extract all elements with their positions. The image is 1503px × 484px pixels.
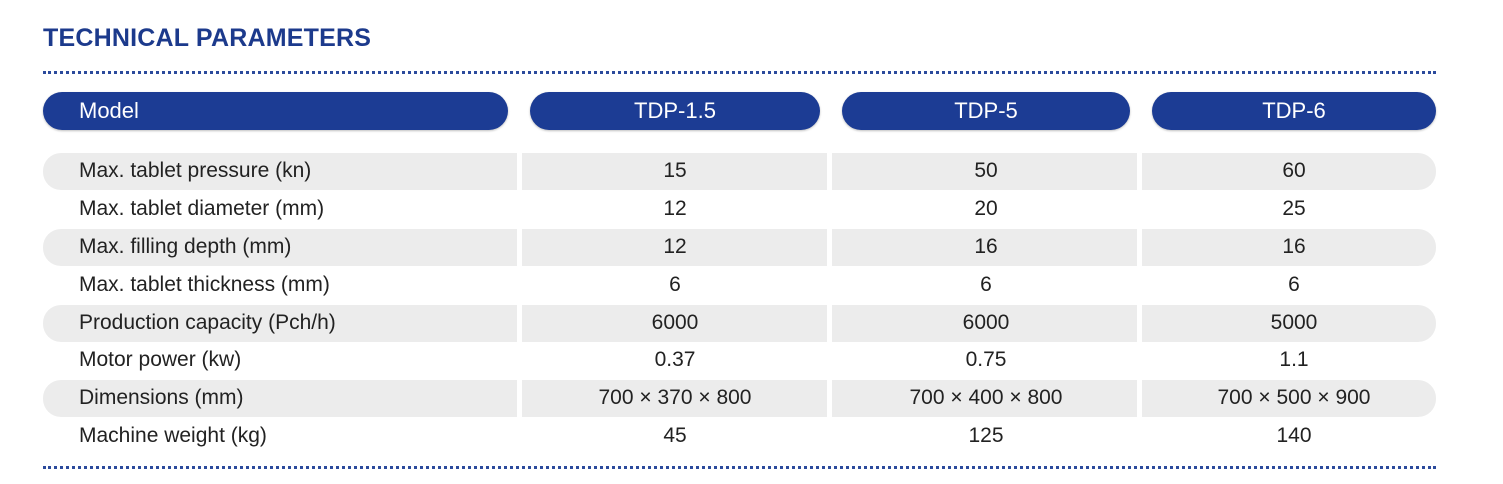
row-label: Max. tablet diameter (mm) — [79, 197, 325, 220]
row-background — [832, 379, 1137, 417]
value-cell: 6 — [1288, 273, 1300, 296]
value-cell: 700 × 400 × 800 — [909, 386, 1063, 409]
value-cell: 5000 — [1270, 311, 1318, 334]
column-header: TDP-6 — [1152, 92, 1436, 130]
value-cell: 125 — [968, 424, 1004, 447]
column-header: TDP-5 — [842, 92, 1130, 130]
value-cell: 60 — [1282, 159, 1306, 182]
value-cell: 25 — [1282, 197, 1306, 220]
value-cell: 6000 — [962, 311, 1010, 334]
value-cell: 1.1 — [1279, 348, 1309, 371]
value-cell: 20 — [974, 197, 998, 220]
value-cell: 15 — [663, 159, 687, 182]
row-background — [1142, 304, 1436, 342]
value-cell: 700 × 370 × 800 — [598, 386, 752, 409]
value-cell: 16 — [1282, 235, 1306, 258]
row-label: Dimensions (mm) — [79, 386, 244, 409]
value-cell: 6 — [980, 273, 992, 296]
value-cell: 6000 — [651, 311, 699, 334]
row-background — [832, 304, 1137, 342]
value-cell: 12 — [663, 235, 687, 258]
column-header: TDP-1.5 — [530, 92, 820, 130]
divider — [43, 71, 1436, 74]
row-label: Max. tablet pressure (kn) — [79, 159, 312, 182]
row-background — [522, 379, 827, 417]
row-background — [832, 228, 1137, 266]
row-background — [43, 304, 517, 342]
title: TECHNICAL PARAMETERS — [43, 24, 372, 52]
row-background — [43, 228, 517, 266]
row-label: Production capacity (Pch/h) — [79, 311, 336, 334]
row-label: Machine weight (kg) — [79, 424, 267, 447]
value-cell: 16 — [974, 235, 998, 258]
divider — [43, 466, 1436, 469]
value-cell: 0.37 — [654, 348, 696, 371]
row-background — [1142, 379, 1436, 417]
column-header: Model — [43, 92, 508, 130]
value-cell: 700 × 500 × 900 — [1217, 386, 1371, 409]
value-cell: 50 — [974, 159, 998, 182]
row-background — [522, 152, 827, 190]
row-background — [522, 228, 827, 266]
row-label: Motor power (kw) — [79, 348, 242, 371]
row-label: Max. filling depth (mm) — [79, 235, 292, 258]
value-cell: 12 — [663, 197, 687, 220]
row-label: Max. tablet thickness (mm) — [79, 273, 330, 296]
row-background — [522, 304, 827, 342]
value-cell: 0.75 — [965, 348, 1007, 371]
row-background — [43, 379, 517, 417]
value-cell: 45 — [663, 424, 687, 447]
value-cell: 140 — [1276, 424, 1312, 447]
row-background — [1142, 228, 1436, 266]
value-cell: 6 — [669, 273, 681, 296]
row-background — [832, 152, 1137, 190]
row-background — [1142, 152, 1436, 190]
row-background — [43, 152, 517, 190]
